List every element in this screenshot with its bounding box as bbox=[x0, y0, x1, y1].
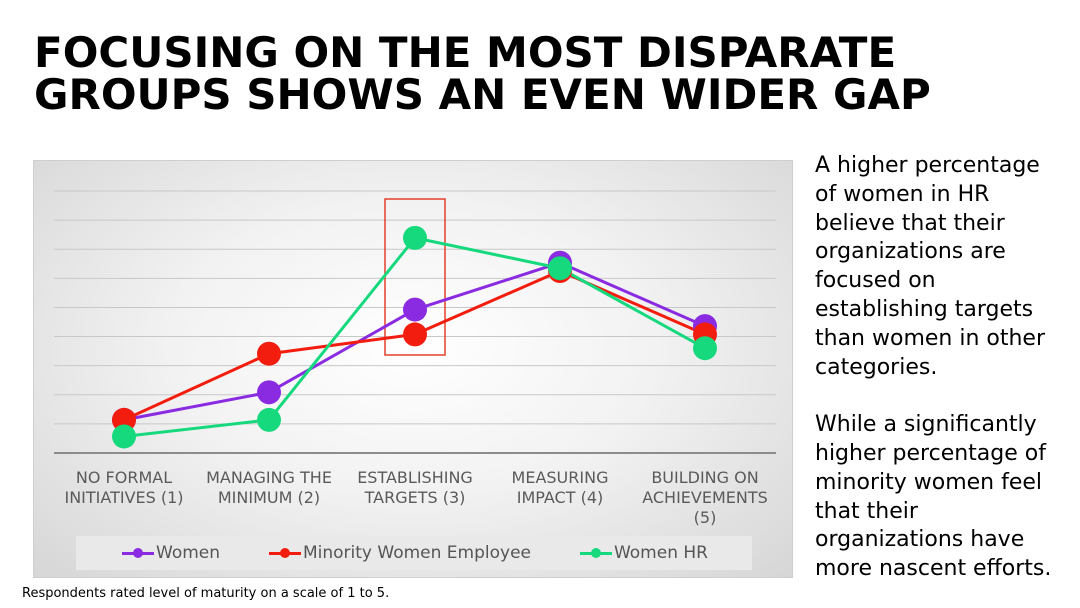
legend-label-women: Women bbox=[156, 543, 221, 563]
data-point bbox=[257, 407, 281, 432]
legend-label-minority: Minority Women Employee bbox=[302, 543, 531, 563]
legend-item-hr: Women HR bbox=[579, 543, 708, 563]
legend-swatch-hr bbox=[579, 548, 612, 558]
legend-swatch-minority bbox=[268, 548, 301, 558]
legend-item-minority: Minority Women Employee bbox=[268, 543, 531, 563]
data-point bbox=[112, 424, 136, 449]
data-point bbox=[257, 341, 281, 366]
chart-canvas: NO FORMAL INITIATIVES (1) MANAGING THE MINI… bbox=[54, 190, 776, 527]
x-tick-label: BUILDING ON ACHIEVEMENTS (5) bbox=[642, 468, 768, 527]
page-title: FOCUSING ON THE MOST DISPARATE GROUPS SH… bbox=[34, 32, 1034, 116]
x-tick-label: ESTABLISHING TARGETS (3) bbox=[357, 468, 473, 507]
data-point bbox=[693, 336, 717, 361]
data-point bbox=[403, 225, 427, 250]
x-tick-label: MANAGING THE MINIMUM (2) bbox=[206, 468, 332, 507]
x-tick-label: MEASURING IMPACT (4) bbox=[512, 468, 609, 507]
legend-item-women: Women bbox=[122, 543, 220, 563]
side-paragraph-1: A higher percentage of women in HR belie… bbox=[815, 153, 1046, 380]
line-chart: NO FORMAL INITIATIVES (1) MANAGING THE MINI… bbox=[33, 160, 793, 578]
data-point bbox=[403, 322, 427, 347]
x-tick-label: NO FORMAL INITIATIVES (1) bbox=[64, 468, 183, 507]
data-point bbox=[112, 407, 136, 432]
data-point bbox=[548, 256, 572, 281]
legend-label-hr: Women HR bbox=[613, 543, 708, 563]
side-paragraph-2: While a significantly higher percentage … bbox=[815, 412, 1052, 582]
footnote: Respondents rated level of maturity on a… bbox=[22, 586, 390, 601]
data-point bbox=[403, 297, 427, 322]
data-point bbox=[257, 380, 281, 405]
legend-swatch-women bbox=[122, 548, 154, 558]
title-line-1: FOCUSING ON THE MOST DISPARATE bbox=[34, 28, 897, 77]
side-commentary: A higher percentage of women in HR belie… bbox=[815, 152, 1065, 608]
chart-legend: Women Minority Women Employee Women HR bbox=[76, 536, 752, 570]
title-line-2: GROUPS SHOWS AN EVEN WIDER GAP bbox=[34, 70, 931, 119]
